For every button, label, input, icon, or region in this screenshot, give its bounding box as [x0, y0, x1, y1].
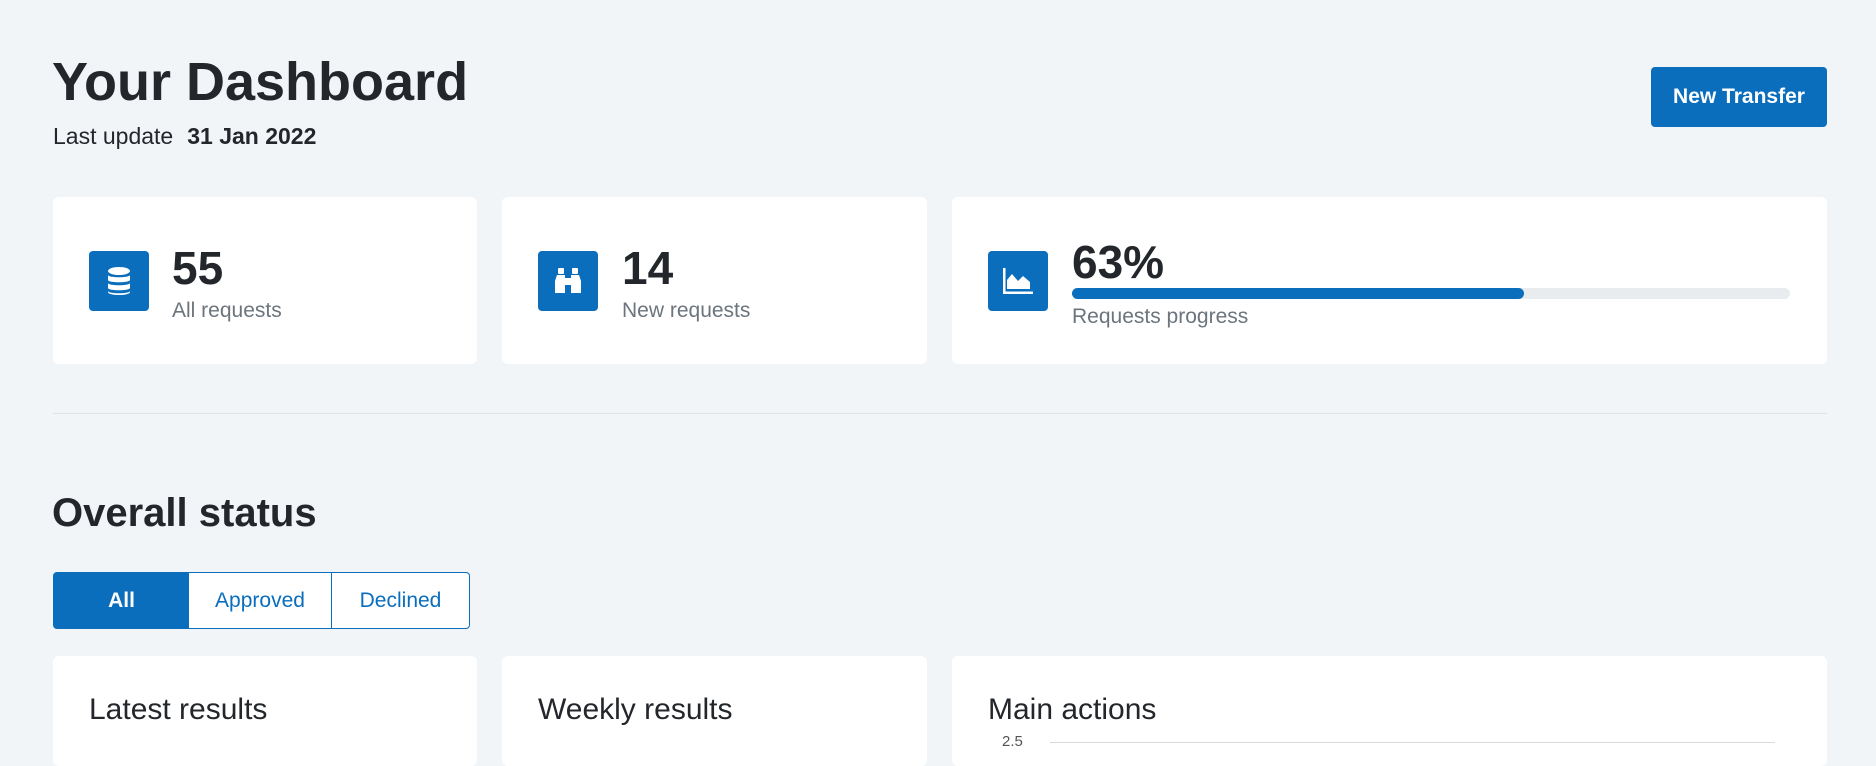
tab[interactable]: Approved	[189, 572, 332, 629]
stat-label: Requests progress	[1072, 305, 1249, 328]
result-card	[502, 656, 927, 766]
grid-line	[1050, 742, 1775, 743]
result-card	[952, 656, 1827, 766]
update-date: 31 Jan 2022	[187, 123, 317, 149]
binoculars-icon	[538, 251, 598, 311]
update-label: Last update	[53, 123, 174, 149]
stat-value: 63%	[1072, 236, 1165, 288]
card-title: Weekly results	[538, 693, 733, 726]
section-title: Overall status	[52, 491, 317, 535]
icon-svg	[555, 268, 581, 293]
tab[interactable]: Declined	[331, 572, 470, 629]
card-title: Main actions	[988, 693, 1157, 726]
new-transfer-button[interactable]: New Transfer	[1651, 67, 1827, 127]
database-icon	[89, 251, 149, 311]
result-card	[53, 656, 477, 766]
page-title: Your Dashboard	[52, 52, 469, 112]
divider	[53, 413, 1827, 414]
chart-icon	[988, 251, 1048, 311]
last-update: Last update 31 Jan 2022	[53, 122, 316, 150]
card-title: Latest results	[89, 693, 268, 726]
icon-svg	[108, 267, 130, 295]
stat-value: 14	[622, 242, 674, 294]
progress-track	[1072, 288, 1790, 299]
progress-bar	[1072, 288, 1525, 299]
stat-label: All requests	[172, 299, 282, 322]
y-tick-label: 2.5	[1002, 733, 1023, 750]
stat-label: New requests	[622, 299, 751, 322]
icon-svg	[1003, 268, 1033, 294]
stat-value: 55	[172, 242, 224, 294]
tab[interactable]: All	[53, 572, 190, 629]
stat-card	[952, 197, 1827, 364]
